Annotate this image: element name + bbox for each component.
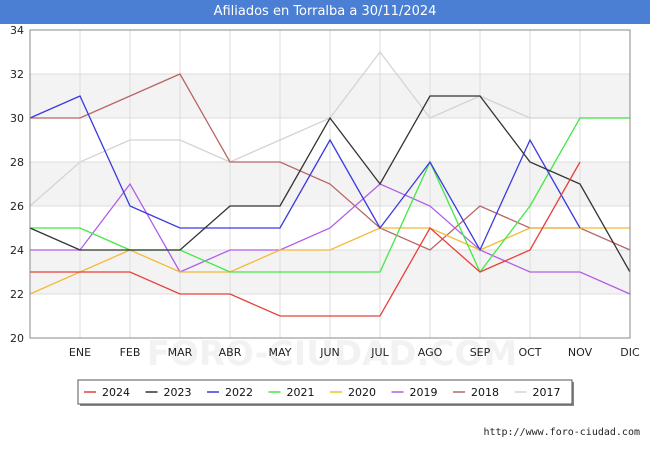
y-tick-label: 28 [10, 156, 24, 169]
x-tick-label: AGO [418, 346, 443, 359]
legend-label-2022: 2022 [225, 386, 253, 399]
series-line-2024 [30, 161, 581, 317]
x-tick-label: OCT [518, 346, 541, 359]
series-line-2019 [30, 182, 631, 295]
y-tick-label: 32 [10, 68, 24, 81]
chart-title: Afiliados en Torralba a 30/11/2024 [0, 0, 650, 24]
plot-frame [29, 29, 631, 339]
x-tick-label: JUN [319, 346, 340, 359]
legend-label-2024: 2024 [102, 386, 130, 399]
y-tick-label: 22 [10, 288, 24, 301]
y-tick-label: 30 [10, 112, 24, 125]
x-tick-label: FEB [120, 346, 141, 359]
y-tick-label: 20 [10, 332, 24, 345]
x-tick-label: SEP [470, 346, 491, 359]
series-line-2023 [29, 95, 631, 273]
y-tick-label: 34 [10, 24, 24, 37]
source-url: http://www.foro-ciudad.com [483, 427, 640, 438]
legend-label-2019: 2019 [410, 386, 438, 399]
series-line-2022 [29, 95, 581, 252]
y-tick-label: 24 [10, 244, 24, 257]
x-tick-label: NOV [568, 346, 593, 359]
legend-label-2017: 2017 [533, 386, 561, 399]
y-tick-label: 26 [10, 200, 24, 213]
legend-label-2023: 2023 [164, 386, 192, 399]
legend-label-2021: 2021 [287, 386, 315, 399]
x-tick-label: DIC [620, 346, 640, 359]
x-tick-label: MAY [269, 346, 292, 359]
legend-box [77, 379, 573, 405]
x-tick-label: MAR [168, 346, 193, 359]
x-tick-label: ENE [69, 346, 91, 359]
x-tick-label: ABR [219, 346, 242, 359]
x-tick-label: JUL [370, 346, 389, 359]
legend-label-2018: 2018 [471, 386, 499, 399]
watermark: FORO-CIUDAD.COM [147, 334, 518, 374]
legend-label-2020: 2020 [348, 386, 376, 399]
